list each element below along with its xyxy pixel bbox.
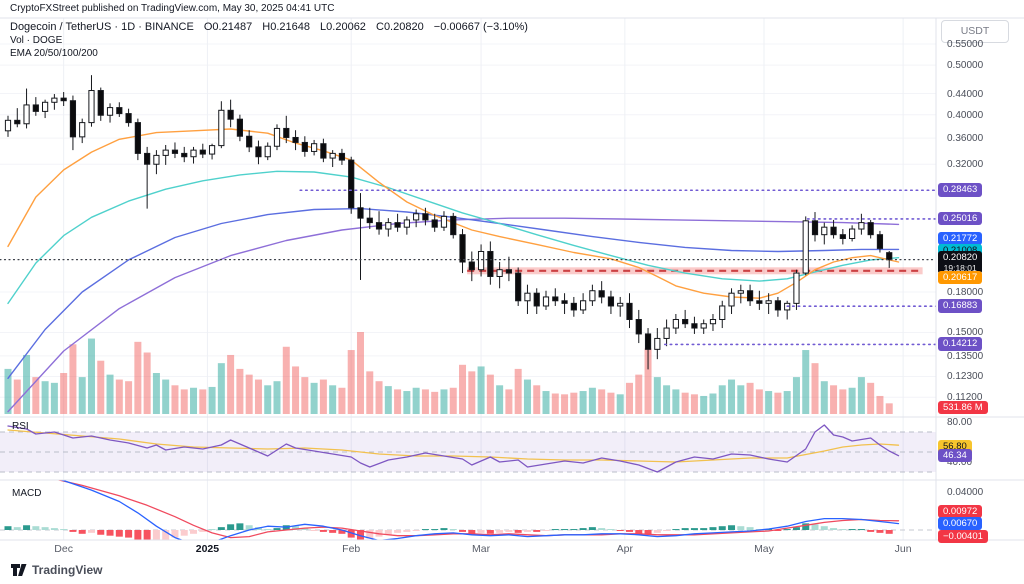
axis-tick-label: 0.11200 <box>947 392 983 404</box>
axis-tick-label: 40.00 <box>947 457 973 468</box>
price-pane <box>0 75 936 414</box>
attribution-text: CryptoFXStreet published on TradingView.… <box>10 3 335 14</box>
axis-value-badge: 46.34 <box>938 448 972 463</box>
time-axis-label: Feb <box>342 543 360 555</box>
volume-legend[interactable]: Vol · DOGE <box>10 35 63 46</box>
ema-200-line <box>7 217 900 413</box>
symbol-legend[interactable]: Dogecoin / TetherUS · 1D · BINANCE O0.21… <box>10 21 535 33</box>
time-axis-label: Apr <box>617 543 634 555</box>
price-axis[interactable]: USDT 0.55000 0.50000 0.44000 0.40000 0.36000… <box>936 0 1024 556</box>
axis-tick-label: 80.00 <box>947 417 973 428</box>
time-axis[interactable]: Dec 2025 Feb Mar Apr May Jun <box>54 543 911 555</box>
time-axis-label: Mar <box>472 543 491 555</box>
macd-pane-label[interactable]: MACD <box>12 488 42 499</box>
price-level-lines <box>299 189 936 346</box>
chart-canvas[interactable]: Dec 2025 Feb Mar Apr May Jun <box>0 0 1024 556</box>
axis-tick-label: 0.18000 <box>947 286 984 298</box>
time-axis-label: May <box>754 543 775 555</box>
axis-tick-label: 0.04000 <box>947 487 984 498</box>
ema-20-line <box>7 128 900 299</box>
axis-value-badge: 0.21772 <box>938 231 983 246</box>
close-value: C0.20820 <box>376 21 424 33</box>
change-value: −0.00667 (−3.10%) <box>433 21 528 33</box>
axis-tick-label: 0.36000 <box>947 133 984 145</box>
rsi-pane <box>0 424 936 473</box>
footer-bar: TradingView <box>0 556 1024 584</box>
axis-value-badge: −0.00401 <box>938 529 988 544</box>
last-price-badge: 0.20820 19:18:01 <box>938 250 983 275</box>
axis-value-badge: 0.25016 <box>938 211 983 226</box>
low-value: L0.20062 <box>320 21 366 33</box>
axis-tick-label: 0.40000 <box>947 109 984 121</box>
support-zone <box>467 267 923 275</box>
axis-value-badge: 531.86 M <box>938 401 988 415</box>
volume-series <box>4 332 893 414</box>
brand-name[interactable]: TradingView <box>32 563 103 577</box>
axis-tick-label: 0.15000 <box>947 327 984 339</box>
rsi-line <box>7 424 900 473</box>
ema-50-line <box>7 170 900 305</box>
axis-tick-label: 0.55000 <box>947 39 984 50</box>
axis-tick-label: 0.50000 <box>947 60 984 72</box>
open-value: O0.21487 <box>203 21 253 33</box>
time-axis-label: 2025 <box>196 543 220 555</box>
countdown-timer: 19:18:01 <box>943 263 977 274</box>
high-value: H0.21648 <box>262 21 310 33</box>
axis-value-badge: 0.20617 <box>938 270 983 285</box>
axis-tick-label: 0.44000 <box>947 88 984 100</box>
rsi-pane-label[interactable]: RSI <box>12 421 29 432</box>
symbol-title: Dogecoin / TetherUS · 1D · BINANCE <box>10 21 194 33</box>
time-axis-label: Dec <box>54 543 73 555</box>
axis-value-badge: 0.14212 <box>938 337 983 351</box>
currency-toggle-button[interactable]: USDT <box>941 20 1009 43</box>
macd-signal-line <box>56 480 900 539</box>
axis-value-badge: 0.16883 <box>938 299 983 313</box>
candlestick-series <box>4 75 893 370</box>
ema-legend[interactable]: EMA 20/50/100/200 <box>10 48 98 59</box>
tradingview-logo-icon[interactable] <box>10 563 28 582</box>
macd-pane <box>0 480 936 540</box>
macd-histogram <box>4 523 893 540</box>
axis-tick-label: 0.13500 <box>947 350 984 362</box>
time-axis-label: Jun <box>895 543 912 555</box>
axis-value-badge: 0.28463 <box>938 183 983 197</box>
axis-tick-label: 0.12300 <box>947 371 984 383</box>
axis-value-badge: 0.00972 <box>938 504 983 519</box>
macd-line <box>59 480 900 540</box>
axis-tick-label: 0.32000 <box>947 159 984 171</box>
pane-separators <box>0 17 1024 541</box>
axis-value-badge: 0.00670 <box>938 516 983 531</box>
